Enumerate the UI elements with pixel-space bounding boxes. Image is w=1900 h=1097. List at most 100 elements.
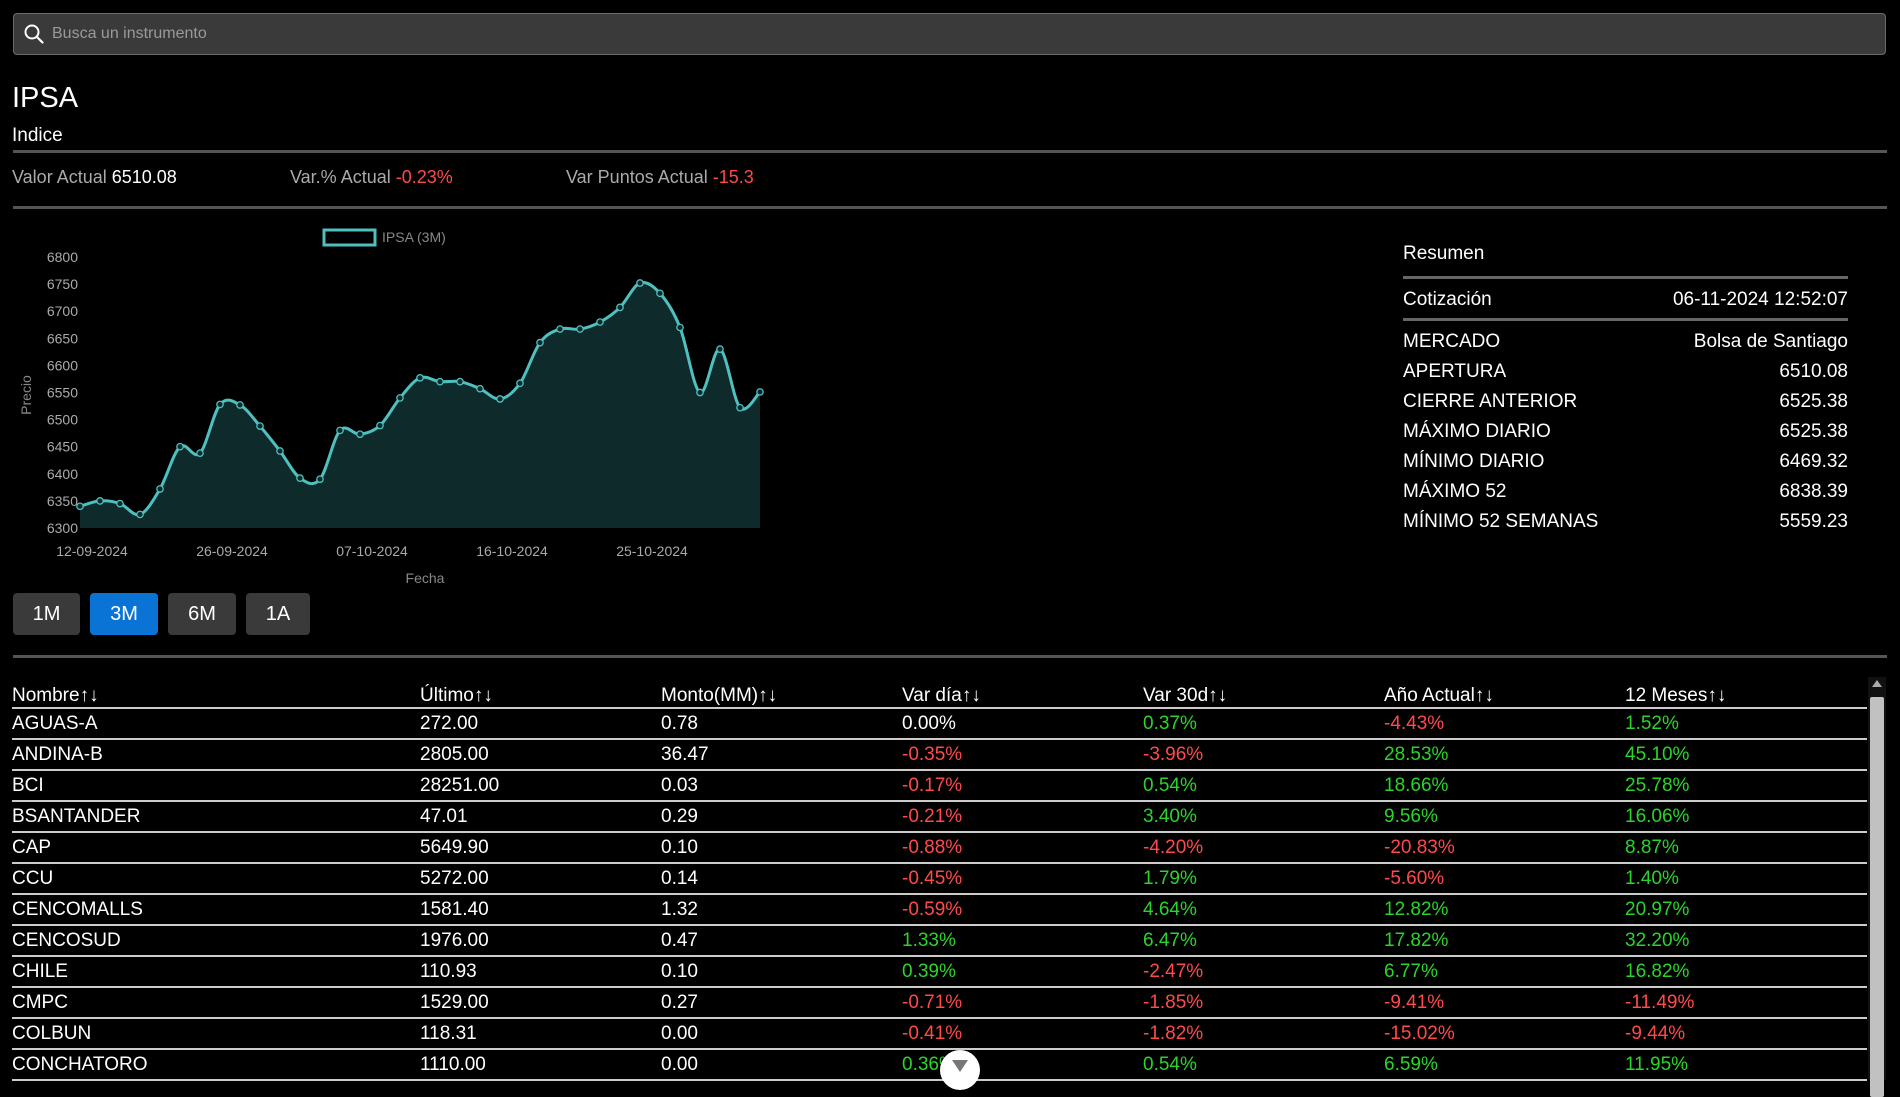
table-cell: 0.54%: [1143, 1049, 1384, 1081]
table-row[interactable]: CHILE 110.93 0.10 0.39% -2.47% 6.77% 16.82%: [12, 956, 1867, 988]
table-cell: 118.31: [420, 1018, 661, 1050]
table-cell: 0.00: [661, 1049, 902, 1081]
scrollbar-thumb[interactable]: [1870, 697, 1884, 1097]
table-cell: 0.37%: [1143, 708, 1384, 740]
table-cell: 16.82%: [1625, 956, 1867, 988]
search-input[interactable]: [52, 20, 1852, 48]
range-button-3m[interactable]: 3M: [90, 593, 158, 635]
chevron-down-icon: [952, 1060, 968, 1072]
table-cell: -2.47%: [1143, 956, 1384, 988]
x-tick-label: 07-10-2024: [336, 543, 408, 559]
table-cell: 3.40%: [1143, 801, 1384, 833]
column-header[interactable]: 12 Meses↑↓: [1625, 675, 1867, 709]
x-tick-label: 12-09-2024: [56, 543, 128, 559]
table-row[interactable]: CAP 5649.90 0.10 -0.88% -4.20% -20.83% 8.87%: [12, 832, 1867, 864]
column-header[interactable]: Nombre↑↓: [12, 675, 420, 709]
table-cell: 4.64%: [1143, 894, 1384, 926]
table-cell: 0.03: [661, 770, 902, 802]
table-cell: 0.00: [661, 1018, 902, 1050]
table-row[interactable]: CMPC 1529.00 0.27 -0.71% -1.85% -9.41% -11.49%: [12, 987, 1867, 1019]
table-cell: 8.87%: [1625, 832, 1867, 864]
table-row[interactable]: CONCHATORO 1110.00 0.00 0.36% 0.54% 6.59% 11.9…: [12, 1049, 1867, 1081]
table-row[interactable]: CCU 5272.00 0.14 -0.45% 1.79% -5.60% 1.40%: [12, 863, 1867, 895]
chart-data-point: [196, 449, 204, 458]
chart-data-point: [236, 401, 244, 409]
chart-data-point: [576, 325, 584, 333]
chart-data-point: [556, 325, 564, 333]
table-cell: -0.17%: [902, 770, 1143, 802]
x-tick-label: 25-10-2024: [616, 543, 688, 559]
table-cell: -1.82%: [1143, 1018, 1384, 1050]
table-cell: ANDINA-B: [12, 739, 420, 771]
table-cell: 1.52%: [1625, 708, 1867, 740]
summary-value: 6838.39: [1779, 481, 1848, 502]
stat-label: Var Puntos Actual: [566, 167, 708, 187]
table-cell: 272.00: [420, 708, 661, 740]
chart-data-point: [676, 323, 684, 332]
table-scrollbar[interactable]: [1868, 677, 1886, 1097]
chart-data-point: [456, 377, 464, 386]
summary-value: 06-11-2024 12:52:07: [1672, 289, 1848, 310]
table-cell: COLBUN: [12, 1018, 420, 1050]
chart-data-point: [396, 394, 404, 402]
search-bar[interactable]: [13, 13, 1886, 55]
table-cell: BCI: [12, 770, 420, 802]
stat-valor-actual: Valor Actual 6510.08: [12, 167, 177, 188]
table-body: AGUAS-A 272.00 0.78 0.00% 0.37% -4.43% 1.52% AN…: [12, 708, 1867, 1081]
legend-swatch: [322, 228, 377, 247]
table-row[interactable]: CENCOSUD 1976.00 0.47 1.33% 6.47% 17.82% 32.20…: [12, 925, 1867, 957]
table-cell: 6.59%: [1384, 1049, 1625, 1081]
chart-data-point: [296, 474, 304, 482]
range-button-1a[interactable]: 1A: [246, 593, 310, 635]
table-cell: 0.47: [661, 925, 902, 957]
summary-value: 6525.38: [1779, 391, 1848, 412]
summary-row: APERTURA 6510.08: [1403, 357, 1848, 387]
stat-label: Var.% Actual: [290, 167, 391, 187]
y-tick-label: 6800: [47, 249, 78, 265]
table-cell: BSANTANDER: [12, 801, 420, 833]
table-cell: CENCOMALLS: [12, 894, 420, 926]
range-button-6m[interactable]: 6M: [168, 593, 236, 635]
column-header[interactable]: Monto(MM)↑↓: [661, 675, 902, 709]
y-tick-label: 6700: [47, 303, 78, 319]
table-row[interactable]: ANDINA-B 2805.00 36.47 -0.35% -3.96% 28.53% 45…: [12, 739, 1867, 771]
table-row[interactable]: CENCOMALLS 1581.40 1.32 -0.59% 4.64% 12.82% 20…: [12, 894, 1867, 926]
chart-data-point: [716, 345, 724, 353]
table-cell: -0.45%: [902, 863, 1143, 895]
table-cell: -9.41%: [1384, 987, 1625, 1019]
table-cell: 5272.00: [420, 863, 661, 895]
summary-value: 5559.23: [1779, 511, 1848, 532]
table-cell: -0.71%: [902, 987, 1143, 1019]
chart-data-point: [336, 426, 344, 435]
chart-data-point: [656, 289, 664, 298]
y-tick-label: 6600: [47, 357, 78, 373]
column-header[interactable]: Var 30d↑↓: [1143, 675, 1384, 709]
table-row[interactable]: AGUAS-A 272.00 0.78 0.00% 0.37% -4.43% 1.52%: [12, 708, 1867, 740]
summary-value: 6510.08: [1779, 361, 1848, 382]
table-row[interactable]: BCI 28251.00 0.03 -0.17% 0.54% 18.66% 25.78%: [12, 770, 1867, 802]
summary-label: Cotización: [1403, 289, 1492, 310]
table-cell: -4.43%: [1384, 708, 1625, 740]
chart-data-point: [436, 377, 444, 386]
divider: [13, 206, 1887, 209]
table-cell: 32.20%: [1625, 925, 1867, 957]
column-header[interactable]: Año Actual↑↓: [1384, 675, 1625, 709]
stat-value: 6510.08: [111, 167, 177, 187]
table-cell: 1.40%: [1625, 863, 1867, 895]
scroll-up-arrow-icon[interactable]: [1872, 680, 1882, 687]
instruments-table: Nombre↑↓ Último↑↓ Monto(MM)↑↓ Var día↑↓ Var …: [12, 675, 1867, 1081]
range-button-1m[interactable]: 1M: [13, 593, 80, 635]
summary-panel: Resumen Cotización 06-11-2024 12:52:07 M…: [1403, 243, 1848, 537]
column-header[interactable]: Último↑↓: [420, 675, 661, 709]
table-row[interactable]: BSANTANDER 47.01 0.29 -0.21% 3.40% 9.56% 16.06…: [12, 801, 1867, 833]
chart-data-point: [276, 447, 284, 455]
column-header[interactable]: Var día↑↓: [902, 675, 1143, 709]
table-cell: -9.44%: [1625, 1018, 1867, 1050]
table-row[interactable]: COLBUN 118.31 0.00 -0.41% -1.82% -15.02% -9.44…: [12, 1018, 1867, 1050]
table-cell: CMPC: [12, 987, 420, 1019]
table-cell: 0.78: [661, 708, 902, 740]
y-axis-label: Precio: [18, 375, 34, 415]
stat-var-pct: Var.% Actual -0.23%: [290, 167, 453, 188]
scroll-down-button[interactable]: [940, 1050, 980, 1090]
summary-label: APERTURA: [1403, 361, 1507, 382]
